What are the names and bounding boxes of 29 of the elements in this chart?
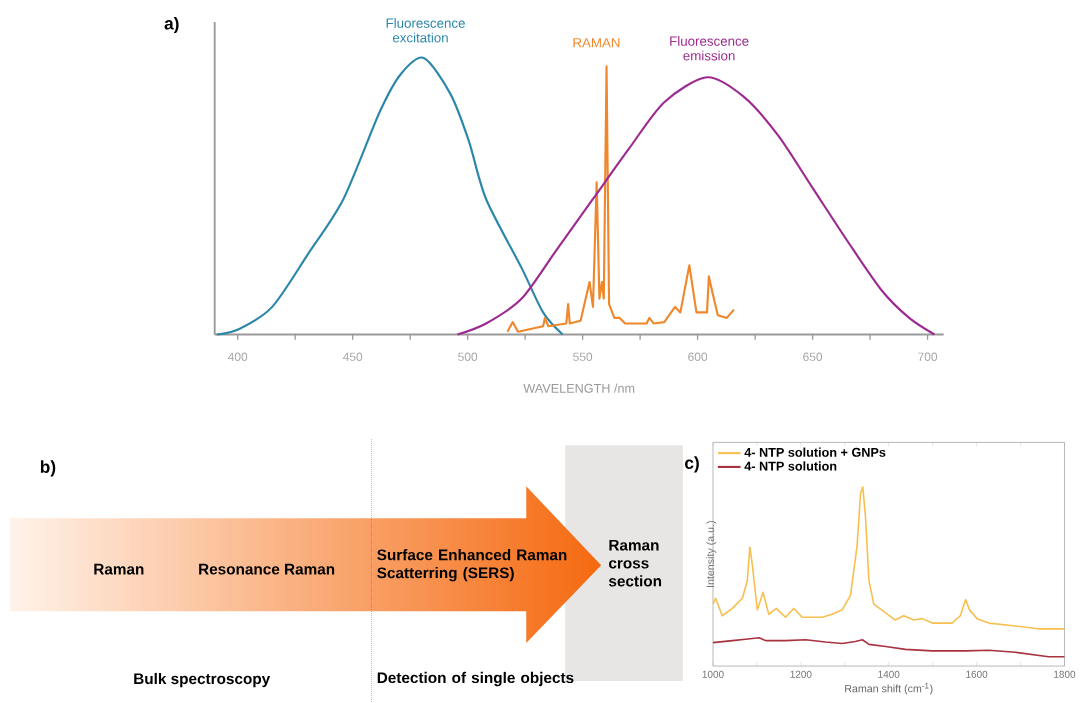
x-tick-label: 650	[803, 352, 823, 361]
x-tick-label: 600	[688, 352, 708, 361]
x-axis-title: WAVELENGTH /nm	[523, 383, 635, 393]
x-axis-title: Raman shift (cm$^{-1}$)	[845, 682, 933, 695]
text: b)	[40, 460, 56, 477]
x-tick-label: 550	[573, 352, 593, 361]
legend-label: 4- NTP solution	[744, 461, 837, 471]
x-tick-label: 1000	[702, 670, 724, 678]
x-tick-label: 500	[458, 352, 478, 361]
text: Fluorescence emission	[670, 35, 749, 61]
text: Resonance Raman	[199, 563, 335, 575]
text: Raman cross section	[608, 539, 662, 587]
x-tick-label: 1400	[878, 670, 900, 678]
text: Fluorescence excitation	[386, 17, 465, 43]
chart-title: c)	[684, 456, 699, 473]
chart-title: a)	[164, 16, 179, 33]
text: Raman	[94, 563, 144, 575]
x-tick-label: 450	[342, 352, 363, 361]
x-tick-label: 700	[918, 352, 938, 361]
x-tick-label: 1800	[1054, 670, 1076, 678]
text: Bulk spectroscopy	[134, 672, 271, 688]
x-tick-label: 400	[227, 352, 248, 361]
series-label: RAMAN	[573, 37, 620, 48]
text: Detection of single objects	[377, 671, 574, 687]
legend-label: 4- NTP solution + GNPs	[744, 447, 886, 457]
text: Surface Enhanced Raman Scatterring (SERS)	[377, 548, 567, 582]
x-tick-label: 1600	[966, 670, 988, 678]
x-tick-label: 1200	[790, 670, 812, 678]
y-axis-title: Intensity (a.u.)	[706, 520, 717, 587]
